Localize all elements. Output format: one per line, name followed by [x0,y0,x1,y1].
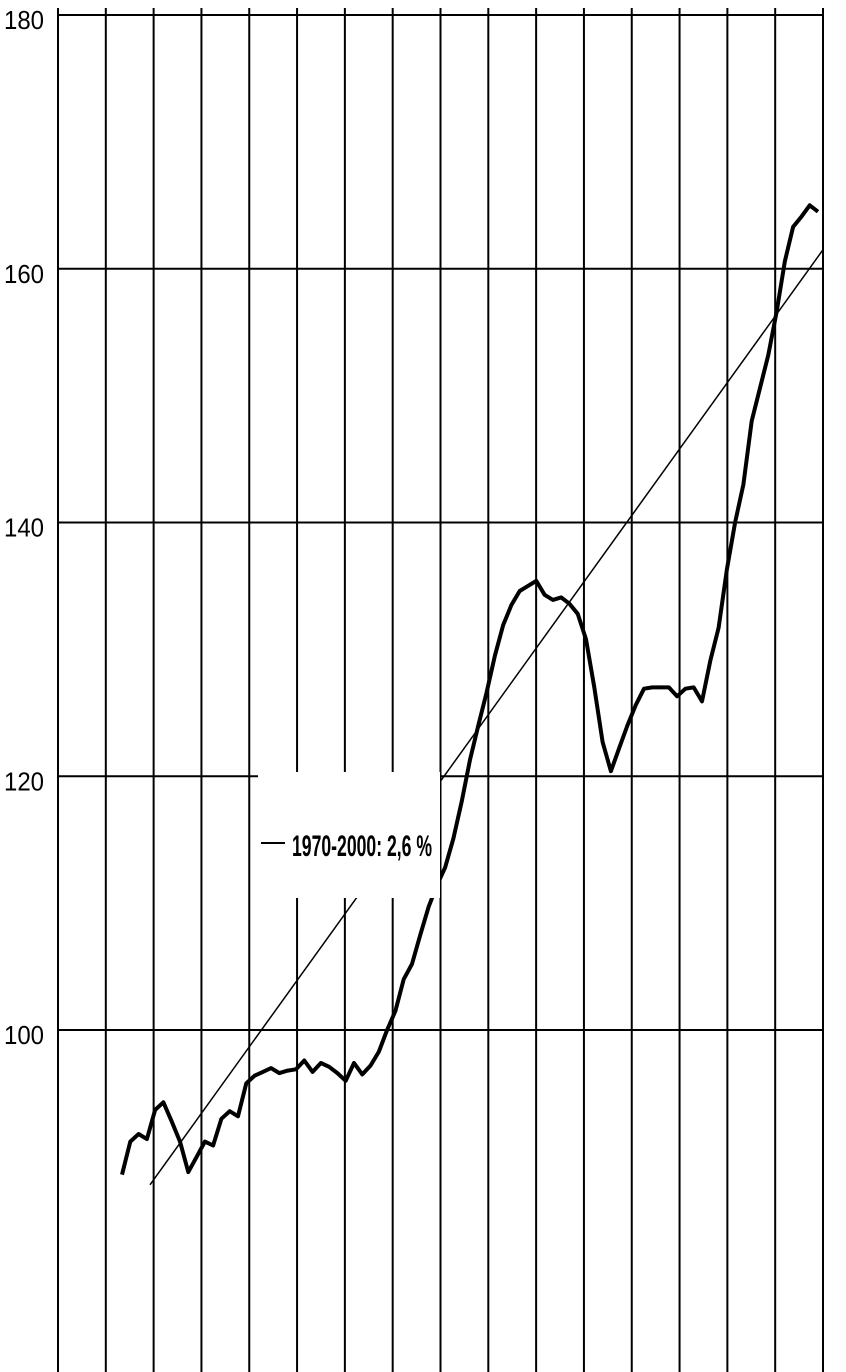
series-line-main [120,203,820,1176]
y-tick-label: 180 [4,5,44,35]
y-axis-ticks: 180 160 140 120 100 [4,5,44,1050]
legend: 1970-2000: 2,6 % [258,772,440,898]
series-group [120,203,824,1186]
horizontal-gridlines [58,14,823,1031]
y-tick-label: 140 [4,513,44,543]
y-tick-label: 160 [4,259,44,289]
y-tick-label: 100 [4,1020,44,1050]
series-line-trend [149,249,824,1186]
y-tick-label: 120 [4,766,44,796]
legend-background [258,772,440,898]
legend-label-trend: 1970-2000: 2,6 % [292,830,432,863]
vertical-gridlines [57,8,824,1372]
